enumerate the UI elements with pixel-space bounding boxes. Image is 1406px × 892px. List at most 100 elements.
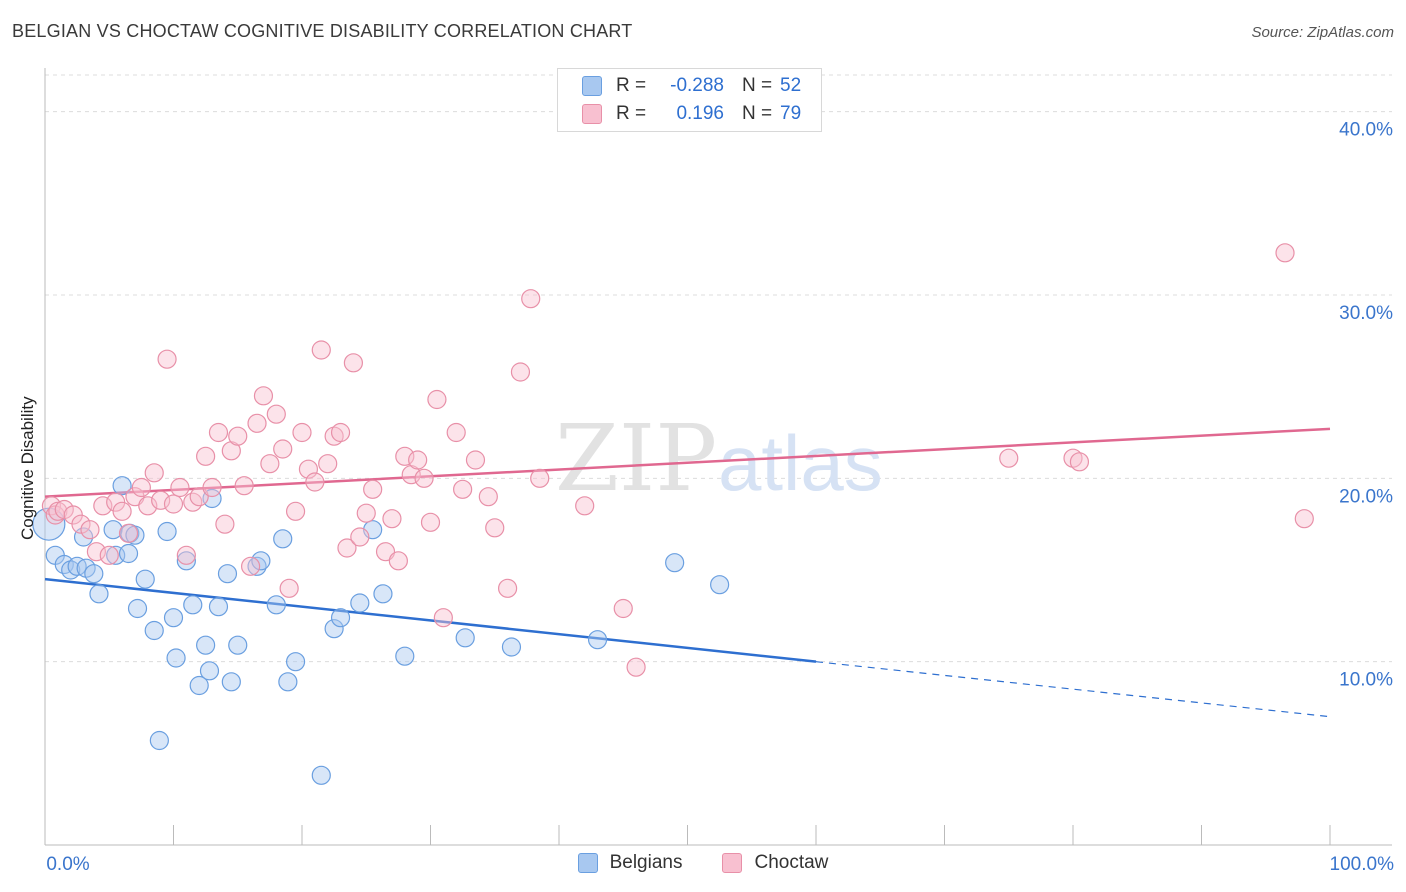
data-point [420, 512, 441, 532]
data-point [455, 628, 475, 648]
data-point [118, 523, 139, 543]
legend-item-belgians[interactable]: Belgians [577, 852, 682, 874]
data-point [228, 426, 248, 446]
data-point [234, 476, 254, 496]
data-point [305, 472, 325, 492]
data-point [54, 499, 74, 520]
legend-item-choctaw[interactable]: Choctaw [722, 852, 828, 874]
data-point [157, 349, 177, 369]
y-tick-label: 10.0% [1339, 670, 1393, 691]
data-point [356, 503, 376, 523]
data-point [292, 422, 312, 443]
data-point [253, 386, 274, 406]
data-point [999, 448, 1019, 468]
data-point [131, 477, 151, 498]
data-point [498, 578, 518, 598]
data-point [166, 648, 186, 668]
series-legend: Belgians Choctaw [0, 852, 1406, 874]
data-point [324, 619, 344, 639]
data-point [221, 672, 241, 692]
axes [44, 68, 1392, 846]
data-point [247, 413, 267, 433]
data-point [93, 496, 113, 516]
data-point [324, 426, 344, 446]
data-point [427, 389, 447, 410]
data-points [32, 243, 1314, 785]
watermark-zip: ZIP [555, 405, 717, 512]
data-point [189, 675, 209, 696]
data-point [202, 477, 222, 498]
y-axis-label: Cognitive Disability [18, 396, 37, 540]
data-point [414, 468, 434, 488]
data-point [485, 518, 505, 538]
watermark: ZIP atlas [555, 405, 883, 512]
data-point [266, 595, 286, 615]
data-point [112, 476, 132, 496]
data-point [318, 454, 338, 474]
data-point [665, 553, 685, 573]
data-point [1069, 452, 1090, 472]
data-point [84, 564, 104, 584]
n-label: N = [742, 75, 773, 96]
data-point [395, 446, 415, 466]
data-point [151, 490, 171, 510]
data-point [163, 494, 184, 514]
trend-lines [44, 427, 1331, 718]
data-point [330, 608, 351, 628]
data-point [241, 556, 261, 576]
data-point [118, 543, 139, 564]
watermark-atlas: atlas [718, 419, 883, 507]
data-point [575, 496, 595, 516]
r-label: R = [616, 103, 647, 124]
data-point [446, 422, 466, 443]
data-point [373, 584, 393, 604]
data-point [388, 551, 408, 571]
data-point [285, 652, 306, 672]
data-point [228, 635, 248, 655]
legend-row-belgians: R = -0.288 N = 52 [582, 73, 801, 99]
data-point [163, 608, 184, 628]
r-value: 0.196 [676, 103, 724, 124]
data-point [86, 542, 107, 562]
data-point [285, 501, 306, 521]
data-point [613, 598, 633, 619]
trend-extension-belgians [815, 661, 1331, 718]
data-point [176, 551, 196, 571]
data-point [501, 637, 522, 657]
data-point [199, 661, 220, 681]
y-tick-label: 40.0% [1339, 120, 1393, 141]
data-point [127, 598, 148, 619]
data-point [465, 450, 486, 470]
trend-line-belgians [44, 577, 817, 663]
data-point [395, 646, 415, 666]
data-point [453, 479, 473, 499]
data-point [251, 551, 271, 571]
x-tick-label: 0.0% [46, 854, 89, 875]
data-point [48, 501, 68, 521]
series-belgians [32, 476, 730, 785]
data-point [350, 593, 370, 613]
data-point [311, 765, 331, 785]
legend-label-choctaw: Choctaw [754, 852, 829, 873]
data-point [710, 575, 730, 595]
stats-legend: R = -0.288 N = 52 R = 0.196 N = 79 [557, 68, 822, 132]
trend-line-choctaw [44, 427, 1331, 498]
data-point [80, 520, 100, 540]
data-point [260, 454, 280, 474]
y-tick-label: 20.0% [1339, 486, 1393, 507]
data-point [1275, 243, 1295, 263]
data-point [273, 529, 293, 549]
n-value: 79 [780, 103, 802, 124]
data-point [71, 514, 91, 534]
data-point [587, 630, 608, 650]
data-point [149, 730, 169, 751]
data-point [350, 527, 370, 547]
chart-title: BELGIAN VS CHOCTAW COGNITIVE DISABILITY … [12, 21, 633, 41]
data-point [217, 564, 238, 584]
data-point [279, 578, 299, 598]
y-tick-labels: 10.0% 20.0% 30.0% 40.0% [1339, 120, 1393, 691]
n-value: 52 [780, 75, 802, 96]
data-point [363, 479, 383, 499]
x-tick-labels: 0.0% 100.0% [46, 854, 1394, 875]
